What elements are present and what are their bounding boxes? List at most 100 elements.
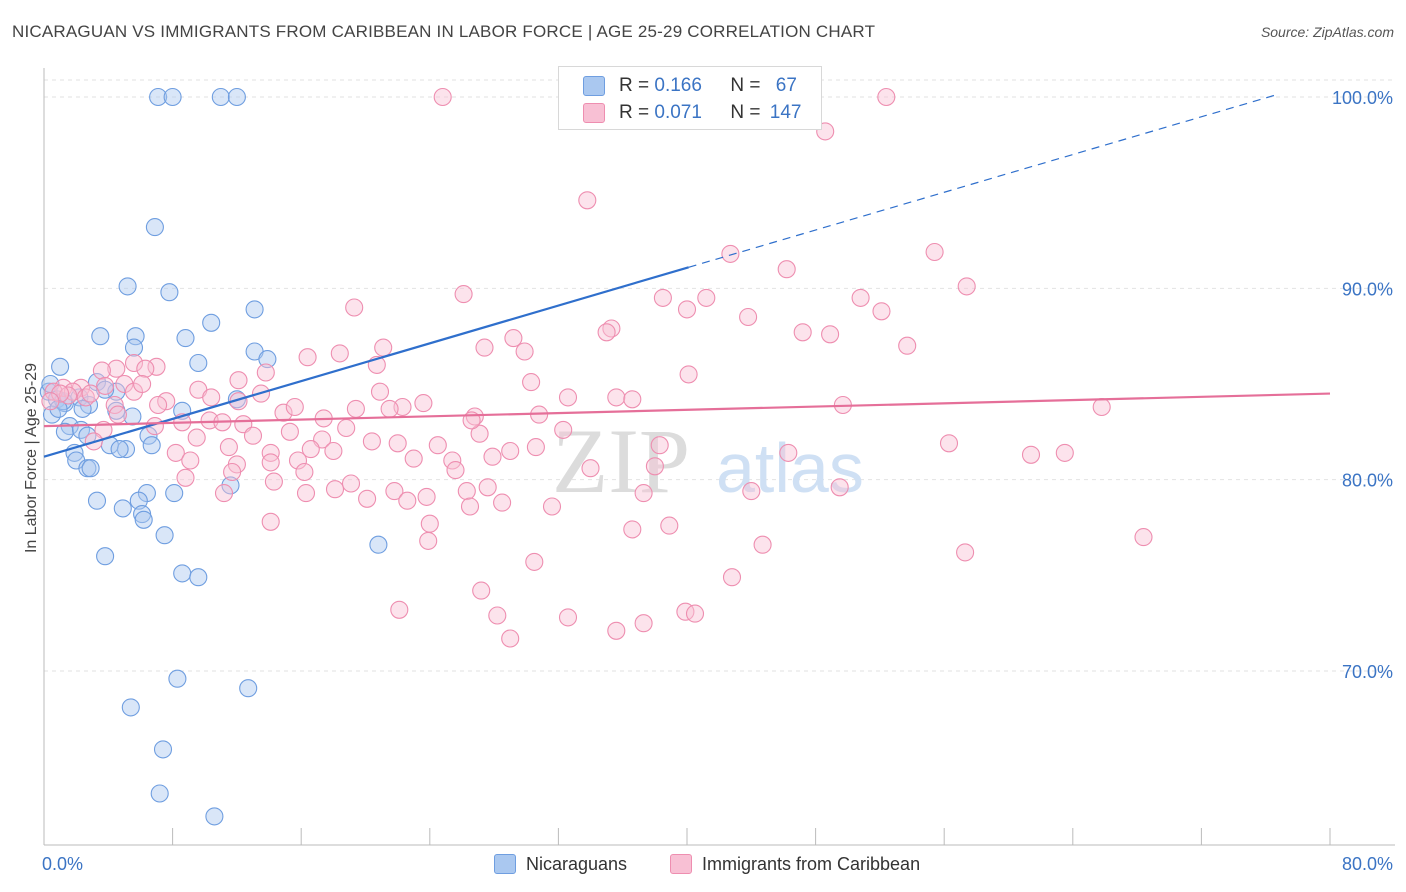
data-point bbox=[181, 451, 200, 470]
data-point bbox=[211, 87, 230, 107]
data-point bbox=[623, 520, 642, 539]
data-point bbox=[337, 418, 356, 438]
data-point bbox=[324, 441, 343, 461]
data-point bbox=[123, 407, 142, 426]
data-point bbox=[44, 382, 63, 401]
data-point bbox=[1021, 445, 1041, 464]
watermark-atlas: atlas bbox=[716, 429, 864, 507]
data-point bbox=[168, 669, 187, 688]
data-point bbox=[607, 621, 626, 640]
data-point bbox=[554, 420, 573, 439]
data-point bbox=[345, 298, 364, 317]
data-point bbox=[558, 608, 578, 627]
data-point bbox=[96, 376, 115, 395]
data-point bbox=[898, 336, 917, 355]
data-point bbox=[142, 436, 161, 455]
data-point bbox=[116, 440, 136, 459]
data-point bbox=[124, 338, 144, 357]
data-point bbox=[189, 568, 208, 587]
x-tick-label: 0.0% bbox=[42, 854, 83, 874]
legend-row-caribbean: R = 0.071 N = 147 bbox=[583, 100, 801, 126]
data-point bbox=[685, 604, 705, 623]
data-point bbox=[205, 807, 224, 826]
data-point bbox=[113, 499, 132, 518]
data-point bbox=[149, 395, 168, 415]
data-point bbox=[501, 441, 520, 461]
data-point bbox=[81, 384, 100, 403]
y-tick-label: 100.0% bbox=[1332, 88, 1393, 108]
data-point bbox=[341, 474, 361, 493]
data-point bbox=[325, 480, 345, 499]
data-point bbox=[229, 371, 248, 390]
r-label: R = bbox=[619, 102, 650, 123]
data-point bbox=[256, 363, 275, 382]
data-point bbox=[219, 438, 238, 457]
legend-item-caribbean: Immigrants from Caribbean bbox=[670, 852, 920, 876]
data-point bbox=[136, 359, 155, 378]
legend-swatch-pink bbox=[670, 854, 692, 874]
data-point bbox=[189, 353, 208, 373]
r-value: 0.071 bbox=[654, 102, 702, 123]
data-point bbox=[173, 564, 192, 583]
n-label: N = bbox=[730, 75, 761, 96]
data-point bbox=[285, 397, 304, 417]
data-point bbox=[380, 399, 399, 418]
data-point bbox=[419, 531, 438, 550]
data-point bbox=[51, 384, 70, 403]
data-point bbox=[370, 382, 390, 401]
data-point bbox=[166, 443, 185, 462]
data-point bbox=[133, 374, 152, 394]
legend-swatch-blue bbox=[494, 854, 516, 874]
data-point bbox=[96, 547, 115, 566]
data-point bbox=[501, 629, 520, 648]
series-immigrants-from-caribbean bbox=[41, 87, 1153, 648]
legend-item-nicaraguans: Nicaraguans bbox=[494, 852, 627, 876]
data-point bbox=[105, 395, 124, 415]
data-point bbox=[223, 462, 242, 482]
data-point bbox=[221, 476, 240, 495]
data-point bbox=[634, 484, 653, 503]
data-point bbox=[722, 568, 742, 587]
r-label: R = bbox=[619, 75, 650, 96]
data-point bbox=[478, 478, 497, 497]
chart-title: NICARAGUAN VS IMMIGRANTS FROM CARIBBEAN … bbox=[12, 22, 876, 41]
watermark: ZIP atlas bbox=[552, 410, 864, 512]
data-point bbox=[420, 514, 439, 533]
y-axis-label: In Labor Force | Age 25-29 bbox=[23, 363, 40, 553]
data-point bbox=[578, 191, 597, 210]
data-point bbox=[488, 606, 507, 625]
data-point bbox=[296, 484, 316, 503]
data-point bbox=[414, 394, 433, 413]
data-point bbox=[124, 353, 144, 373]
legend-row-nicaraguans: R = 0.166 N = 67 bbox=[583, 73, 797, 99]
x-tick-label: 80.0% bbox=[1342, 854, 1393, 874]
trend-line bbox=[43, 392, 1331, 428]
data-point bbox=[650, 436, 669, 455]
data-point bbox=[558, 388, 578, 407]
legend-swatch-pink bbox=[583, 103, 605, 123]
data-point bbox=[362, 432, 381, 451]
data-point bbox=[81, 459, 100, 478]
grid-lines bbox=[44, 79, 1395, 672]
data-point bbox=[358, 489, 377, 508]
data-point bbox=[525, 552, 544, 571]
data-point bbox=[134, 510, 153, 529]
data-point bbox=[107, 359, 126, 378]
data-point bbox=[623, 390, 642, 409]
data-point bbox=[872, 302, 891, 321]
data-point bbox=[1055, 443, 1074, 462]
data-point bbox=[697, 288, 716, 307]
data-point bbox=[145, 218, 164, 237]
chart-source: Source: ZipAtlas.com bbox=[1260, 24, 1394, 40]
data-point bbox=[202, 388, 221, 407]
data-point bbox=[258, 350, 277, 369]
data-point bbox=[398, 491, 417, 510]
data-point bbox=[160, 283, 179, 302]
data-point bbox=[301, 440, 320, 459]
data-point bbox=[385, 482, 404, 501]
data-point bbox=[274, 403, 293, 422]
data-point bbox=[280, 422, 299, 441]
data-point bbox=[542, 497, 562, 516]
data-point bbox=[92, 361, 111, 380]
